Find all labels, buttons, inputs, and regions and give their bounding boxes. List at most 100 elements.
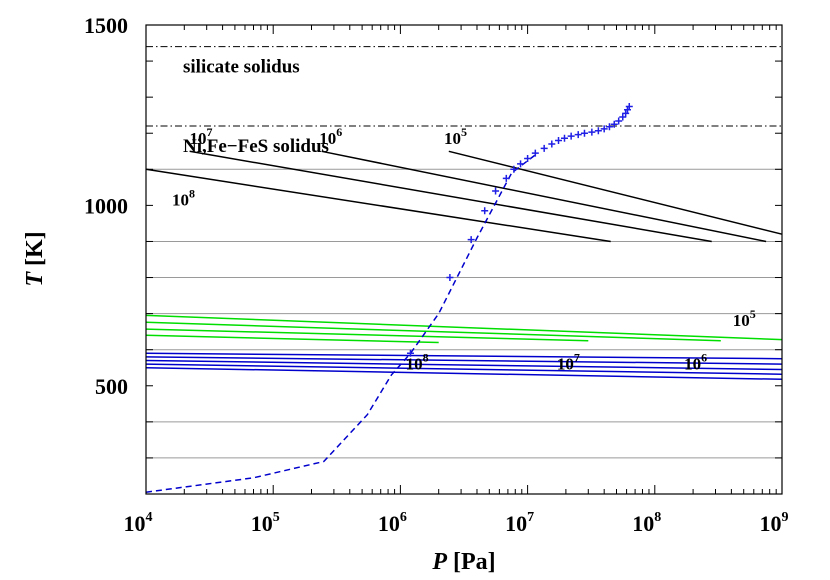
x-tick-exp: 8: [654, 510, 661, 525]
series-line: [145, 328, 589, 342]
series-line: [321, 150, 767, 243]
profile-marker: [574, 131, 582, 139]
profile-marker: [605, 123, 613, 131]
profile-marker: [531, 149, 539, 157]
reference-label: silicate solidus: [183, 57, 300, 78]
series-line: [145, 334, 439, 344]
curve-label-base: 10: [172, 190, 189, 209]
profile-marker: [610, 120, 618, 128]
y-tick-label: 1000: [84, 193, 128, 218]
curve-label-exp: 8: [423, 351, 429, 365]
profile-marker: [540, 144, 548, 152]
curve-label-exp: 6: [336, 125, 342, 139]
x-tick-exp: 6: [400, 510, 407, 525]
profile-marker: [510, 165, 518, 173]
x-tick-label: 108: [632, 510, 661, 536]
x-tick-label: 104: [124, 510, 153, 536]
profile-marker: [600, 125, 608, 133]
series-line: [145, 352, 783, 360]
curve-label-exp: 5: [750, 307, 756, 321]
x-tick-base: 10: [760, 511, 782, 536]
curve-label: 105: [444, 125, 467, 148]
x-tick-label: 109: [760, 510, 789, 536]
x-tick-base: 10: [632, 511, 654, 536]
profile-marker: [492, 187, 500, 195]
curve-label-base: 10: [190, 129, 207, 148]
curve-label-exp: 5: [461, 125, 467, 139]
profile-marker: [481, 207, 489, 215]
profile-dashed-line: [145, 152, 539, 493]
series-line: [145, 321, 721, 342]
x-tick-exp: 5: [273, 510, 280, 525]
gridlines: [146, 168, 782, 459]
series-line: [145, 366, 783, 381]
curve-label-exp: 6: [701, 351, 707, 365]
x-axis-unit: [Pa]: [453, 549, 496, 575]
plot-frame: [145, 24, 783, 495]
y-axis-var: T: [22, 271, 48, 287]
profile-marker: [517, 160, 525, 168]
y-tick-label: 1500: [84, 13, 128, 38]
curve-label-base: 10: [733, 311, 750, 330]
profile-marker: [619, 113, 627, 121]
x-axis-var: P: [431, 549, 447, 575]
curve-label-exp: 7: [574, 351, 580, 365]
x-tick-label: 106: [378, 510, 407, 536]
curve-label-base: 10: [444, 129, 461, 148]
x-tick-label: 107: [505, 510, 534, 536]
curve-label-exp: 8: [189, 186, 195, 200]
y-tick-label: 500: [95, 374, 128, 399]
curve-label-base: 10: [684, 355, 701, 374]
profile-marker: [622, 109, 630, 117]
curve-label: 106: [319, 125, 342, 148]
profile-marker: [625, 103, 633, 111]
x-tick-exp: 9: [782, 510, 789, 525]
curve-label: 107: [557, 351, 580, 374]
curve-label: 107: [190, 125, 213, 148]
reference-label: Ni,Fe−FeS solidus: [183, 136, 329, 157]
x-tick-base: 10: [378, 511, 400, 536]
series-lines: [145, 150, 783, 381]
curve-label: 108: [172, 186, 195, 209]
plot-background: [146, 25, 782, 494]
reference-lines: silicate solidus Ni,Fe−FeS solidus: [146, 46, 782, 157]
profile-marker: [560, 134, 568, 142]
curve-label-base: 10: [557, 355, 574, 374]
y-axis-title: T [K]: [22, 231, 48, 286]
profile-marker: [406, 349, 414, 357]
profile-marker: [446, 274, 454, 282]
profile-marker: [580, 129, 588, 137]
temperature-profile: [145, 103, 633, 493]
x-tick-exp: 7: [527, 510, 534, 525]
series-line: [448, 150, 783, 235]
series-line: [189, 150, 712, 243]
curve-label: 105: [733, 307, 756, 330]
series-line: [145, 359, 783, 371]
x-tick-base: 10: [505, 511, 527, 536]
x-tick-label: 105: [251, 510, 280, 536]
y-axis-unit: [K]: [22, 231, 48, 266]
series-line: [145, 168, 611, 243]
curve-label: 108: [406, 351, 429, 374]
profile-marker: [615, 117, 623, 125]
profile-marker: [555, 136, 563, 144]
x-tick-base: 10: [251, 511, 273, 536]
profile-marker: [548, 140, 556, 148]
x-tick-exp: 4: [146, 510, 153, 525]
series-line: [145, 356, 783, 365]
series-line: [145, 363, 783, 375]
curve-label-exp: 7: [207, 125, 213, 139]
profile-marker: [467, 236, 475, 244]
curve-label-base: 10: [319, 129, 336, 148]
curve-label-base: 10: [406, 355, 423, 374]
series-line: [145, 314, 783, 341]
curve-label: 106: [684, 351, 707, 374]
profile-marker: [588, 128, 596, 136]
profile-marker: [567, 132, 575, 140]
profile-marker: [594, 127, 602, 135]
x-axis-title: P [Pa]: [431, 549, 495, 575]
x-tick-base: 10: [124, 511, 146, 536]
